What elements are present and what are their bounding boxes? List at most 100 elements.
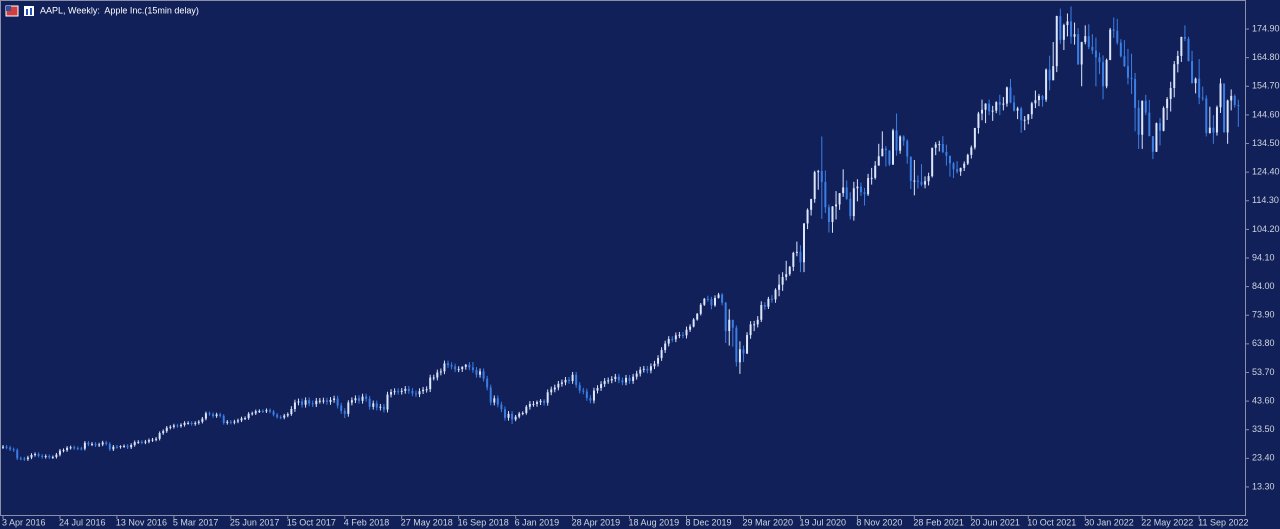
candle-body — [94, 443, 97, 446]
candle-body — [1073, 34, 1076, 37]
candle-body — [500, 404, 503, 410]
candle-body — [845, 187, 848, 199]
candle-body — [539, 400, 542, 403]
candle-body — [229, 421, 232, 423]
candle-body — [902, 136, 905, 141]
candle-body — [621, 380, 624, 383]
candle-body — [422, 389, 425, 392]
candle-body — [286, 414, 289, 416]
candle-body — [1155, 123, 1158, 152]
candle-body — [226, 421, 229, 423]
candle-body — [450, 365, 453, 367]
candle-body — [361, 396, 364, 401]
candle-body — [340, 405, 343, 412]
candle-body — [489, 387, 492, 403]
candle-body — [23, 458, 26, 460]
candle-body — [283, 415, 286, 418]
candle-body — [101, 442, 104, 445]
candle-body — [927, 176, 930, 182]
x-tick-label: 29 Mar 2020 — [742, 517, 793, 527]
chart-icon — [24, 6, 34, 16]
candle-body — [187, 422, 190, 424]
candle-body — [83, 442, 86, 449]
candle-body — [343, 411, 346, 414]
candle-body — [197, 421, 200, 423]
candle-body — [365, 396, 368, 399]
candle-body — [493, 398, 496, 403]
candle-body — [155, 438, 158, 440]
candle-body — [503, 409, 506, 418]
candle-body — [91, 443, 93, 445]
candle-body — [1230, 95, 1233, 101]
candle-body — [130, 445, 133, 448]
candle-body — [180, 424, 182, 427]
candle-body — [5, 446, 8, 448]
candle-body — [144, 441, 147, 443]
candle-body — [347, 402, 350, 414]
candle-body — [874, 165, 877, 178]
candle-body — [671, 339, 674, 341]
y-tick-label: 43.60 — [1252, 395, 1275, 405]
candle-body — [1109, 29, 1112, 60]
candle-body — [699, 304, 702, 314]
candle-body — [293, 402, 296, 410]
candle-body — [354, 398, 357, 401]
candle-body — [774, 289, 777, 300]
candle-body — [12, 449, 15, 451]
candle-body — [674, 335, 677, 340]
candle-body — [881, 148, 884, 157]
x-tick-label: 16 Sep 2018 — [458, 517, 509, 527]
candle-body — [233, 421, 236, 423]
candle-body — [1141, 100, 1144, 135]
x-tick-label: 8 Nov 2020 — [856, 517, 902, 527]
candle-body — [632, 376, 635, 381]
candle-body — [290, 409, 293, 415]
candle-body — [913, 180, 916, 182]
candle-body — [710, 299, 713, 306]
candle-body — [26, 457, 29, 460]
candle-body — [1208, 127, 1211, 134]
candle-body — [1169, 87, 1172, 100]
candle-body — [432, 377, 435, 379]
candle-body — [1052, 66, 1055, 81]
candle-body — [329, 399, 332, 402]
candle-body — [44, 456, 47, 458]
candle-body — [496, 398, 499, 405]
candle-body — [1066, 21, 1069, 26]
candle-body — [617, 376, 620, 381]
candle-body — [41, 455, 44, 457]
candle-body — [977, 113, 980, 128]
candle-body — [358, 398, 360, 401]
candle-body — [557, 383, 560, 388]
candle-body — [390, 392, 393, 395]
candle-body — [1116, 30, 1119, 43]
candle-body — [543, 400, 546, 403]
candle-body — [575, 374, 578, 385]
candle-body — [397, 391, 400, 393]
candle-body — [518, 413, 521, 417]
candle-body — [1005, 87, 1008, 104]
candle-body — [375, 403, 378, 408]
candle-body — [924, 181, 927, 185]
x-tick-label: 28 Feb 2021 — [913, 517, 964, 527]
candle-body — [393, 391, 396, 393]
candle-body — [304, 400, 307, 405]
candle-body — [838, 193, 841, 205]
candle-body — [778, 284, 781, 290]
candle-body — [717, 294, 720, 298]
candle-body — [571, 374, 574, 381]
candle-body — [731, 319, 734, 328]
candle-body — [475, 369, 478, 375]
candle-body — [1144, 100, 1147, 113]
candle-body — [115, 446, 118, 448]
y-tick-label: 33.50 — [1252, 424, 1275, 434]
candle-body — [276, 414, 279, 417]
candle-body — [536, 402, 538, 404]
candle-body — [62, 450, 65, 452]
candle-body — [372, 403, 375, 407]
candle-body — [407, 388, 410, 391]
candle-body — [443, 363, 446, 372]
candle-body — [849, 198, 852, 217]
candle-body — [1159, 123, 1161, 131]
candle-body — [244, 418, 247, 420]
